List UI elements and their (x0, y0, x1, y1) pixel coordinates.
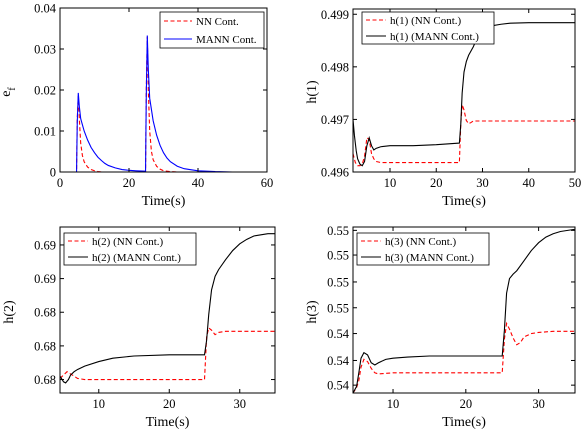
x-tick-label: 60 (261, 176, 274, 190)
x-tick-label: 30 (234, 397, 247, 411)
y-axis-label: h(2) (2, 300, 17, 324)
legend-label: h(3) (NN Cont.) (385, 236, 457, 248)
y-tick-label: 0.499 (321, 8, 349, 22)
y-tick-label: 0.01 (34, 125, 56, 139)
x-tick-label: 10 (387, 397, 400, 411)
legend-box (63, 232, 197, 266)
series-line-2 (353, 228, 575, 393)
series-line-1 (353, 104, 575, 167)
x-tick-label: 50 (569, 176, 582, 190)
x-axis-label: Time(s) (142, 194, 186, 209)
series-line-2 (60, 35, 233, 172)
legend-label: h(1) (NN Cont.) (390, 15, 462, 27)
y-tick-label: 0.68 (34, 373, 56, 387)
y-tick-label: 0.68 (34, 306, 56, 320)
legend-label: h(2) (NN Cont.) (92, 236, 164, 248)
y-tick-label: 0.54 (327, 327, 350, 341)
y-tick-label: 0.69 (34, 272, 56, 286)
y-tick-label: 0 (50, 166, 56, 180)
x-tick-label: 30 (476, 176, 489, 190)
legend-box (159, 11, 265, 49)
x-axis-label: Time(s) (146, 415, 190, 430)
y-axis-label: h(1) (305, 80, 320, 104)
x-tick-label: 20 (123, 176, 136, 190)
y-tick-label: 0.04 (34, 2, 57, 16)
y-tick-label: 0.02 (34, 84, 56, 98)
chart-panel-4: 10 20 30 0.54 0.54 0.54 0.55 0.55 0.55 0.55 Time(s… (305, 224, 576, 430)
legend-label: h(3) (MANN Cont.) (385, 252, 474, 264)
x-tick-label: 20 (460, 397, 473, 411)
x-axis-label: Time(s) (442, 194, 486, 209)
legend-box (361, 11, 495, 45)
axes-box (352, 8, 576, 173)
y-tick-label: 0.55 (327, 249, 349, 263)
series-line-1 (353, 321, 575, 393)
legend-label: NN Cont. (196, 16, 239, 28)
legend: h(1) (NN Cont.) h(1) (MANN Cont.) (361, 11, 495, 45)
axes-box (352, 226, 576, 394)
x-tick-label: 10 (93, 397, 106, 411)
x-tick-label: 20 (163, 397, 176, 411)
chart-panel-1: 0 20 40 60 0 0.01 0.02 0.03 0.04 Time(s) ef NN Cont… (0, 2, 273, 210)
series-line-1 (60, 326, 275, 381)
y-tick-label: 0.54 (327, 379, 350, 393)
y-tick-label: 0.497 (321, 113, 349, 127)
x-tick-label: 10 (384, 176, 397, 190)
y-tick-label: 0.55 (327, 224, 349, 238)
series-line-2 (60, 233, 275, 384)
legend-box (356, 232, 490, 266)
x-tick-label: 30 (532, 397, 545, 411)
legend-label: MANN Cont. (196, 34, 257, 46)
legend: h(3) (NN Cont.) h(3) (MANN Cont.) (356, 232, 490, 266)
y-tick-label: 0.498 (321, 60, 349, 74)
legend-label: h(2) (MANN Cont.) (92, 252, 181, 264)
y-tick-label: 0.68 (34, 339, 56, 353)
legend-label: h(1) (MANN Cont.) (390, 31, 479, 43)
x-tick-label: 40 (192, 176, 205, 190)
y-tick-label: 0.03 (34, 43, 56, 57)
chart-panel-2: 10 20 30 40 50 0.496 0.497 0.498 0.499 Time(s) h(1… (305, 8, 581, 209)
y-axis-label: ef (0, 87, 18, 97)
y-tick-label: 0.496 (321, 166, 349, 180)
x-axis-label: Time(s) (442, 415, 486, 430)
y-axis-label: h(3) (305, 300, 320, 324)
chart-panel-3: 10 20 30 0.68 0.68 0.68 0.69 0.69 Time(s) h(2) h(2… (2, 226, 276, 430)
x-tick-label: 40 (523, 176, 536, 190)
y-tick-label: 0.69 (34, 238, 56, 252)
x-tick-label: 0 (57, 176, 63, 190)
y-tick-label: 0.54 (327, 354, 350, 368)
x-tick-label: 20 (430, 176, 443, 190)
y-tick-label: 0.55 (327, 275, 349, 289)
legend: h(2) (NN Cont.) h(2) (MANN Cont.) (63, 232, 197, 266)
y-tick-label: 0.55 (327, 301, 349, 315)
axes-box (59, 226, 276, 394)
legend: NN Cont. MANN Cont. (159, 11, 265, 49)
